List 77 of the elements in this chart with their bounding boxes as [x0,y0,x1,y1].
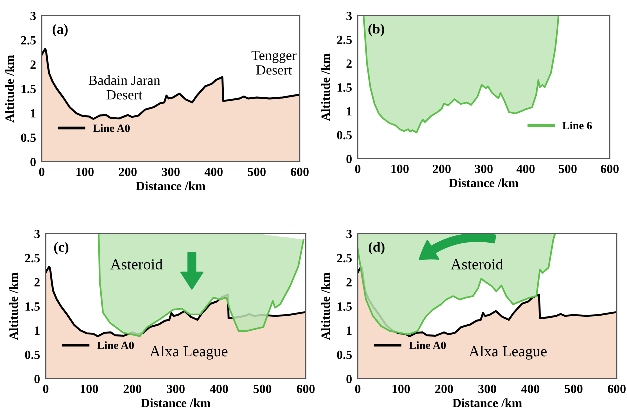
x-tick-label: 300 [475,164,493,174]
y-tick-label: 3 [34,230,40,238]
x-tick-label: 200 [124,384,142,394]
y-tick-label: 2 [346,60,352,68]
x-tick-label: 0 [355,384,361,394]
x-axis-title: Distance /km [141,398,211,408]
x-tick-label: 0 [43,384,49,394]
y-axis-title: Altitude /km [5,55,14,123]
x-tick-label: 0 [355,164,361,174]
y-tick-label: 3 [346,230,352,238]
legend-label: Line A0 [93,124,130,132]
x-tick-label: 100 [392,384,410,394]
y-axis-title: Altitude /km [9,272,18,340]
annotation: (a) [52,24,68,37]
x-tick-label: 500 [248,168,266,176]
x-tick-label: 200 [119,168,137,176]
x-axis-title: Distance /km [452,398,522,408]
y-tick-label: 0.5 [21,134,36,142]
x-axis-title: Distance /km [136,182,206,190]
x-tick-label: 200 [433,164,451,174]
y-tick-label: 1.5 [26,302,40,312]
legend-label: Line A0 [97,342,134,350]
y-axis-title: Altitude /km [321,272,330,340]
legend-label: Line 6 [562,122,592,130]
y-tick-label: 0 [30,158,36,166]
x-tick-label: 400 [204,168,223,176]
x-tick-label: 400 [516,164,535,174]
x-tick-label: 300 [162,168,180,176]
y-tick-label: 2 [30,60,36,70]
x-tick-label: 500 [559,164,577,174]
y-tick-label: 2.5 [21,36,36,45]
y-tick-label: 0.5 [337,350,352,360]
y-tick-label: 2.5 [337,36,352,44]
x-tick-label: 400 [210,384,228,394]
y-tick-label: 2.5 [25,254,40,263]
x-tick-label: 600 [291,168,309,176]
annotation: Alxa League [469,346,547,360]
x-tick-label: 100 [392,164,409,174]
x-tick-label: 300 [167,384,185,394]
y-tick-label: 1 [347,107,352,116]
annotation: (c) [54,242,69,255]
y-axis-title: Altitude /km [321,54,330,122]
y-tick-label: 0 [346,155,352,164]
y-tick-label: 1.5 [338,302,352,312]
x-tick-label: 600 [601,164,619,174]
x-tick-label: 100 [76,168,94,176]
x-tick-label: 100 [80,384,98,394]
y-tick-label: 1 [31,109,36,118]
x-tick-label: 600 [608,384,626,394]
x-tick-label: 500 [254,384,272,394]
x-tick-label: 400 [521,384,540,394]
y-tick-label: 1.5 [338,84,352,92]
y-tick-label: 2 [346,278,352,287]
annotation: Badain Jaran Desert [88,75,160,100]
y-tick-label: 0.5 [337,131,352,140]
x-tick-label: 600 [297,384,315,394]
y-tick-label: 1 [347,326,352,336]
legend-label: Line A0 [409,342,446,350]
y-tick-label: 0.5 [25,350,40,360]
y-tick-label: 2.5 [337,254,352,263]
y-tick-label: 0 [34,375,40,384]
y-tick-label: 3 [30,12,36,20]
annotation: Tengger Desert [252,51,297,75]
y-tick-label: 0 [346,375,352,384]
annotation: (d) [368,242,385,255]
annotation: Asteroid [110,258,163,270]
x-axis-title: Distance /km [449,178,519,188]
y-tick-label: 2 [34,278,40,287]
annotation: Alxa League [150,346,228,360]
x-tick-label: 200 [435,384,454,394]
annotation: Asteroid [450,258,504,270]
y-tick-label: 1 [35,326,40,336]
y-tick-label: 3 [346,12,352,20]
x-tick-label: 500 [564,384,583,394]
annotation: (b) [368,24,384,37]
y-tick-label: 1.5 [22,85,36,94]
x-tick-label: 300 [478,384,496,394]
